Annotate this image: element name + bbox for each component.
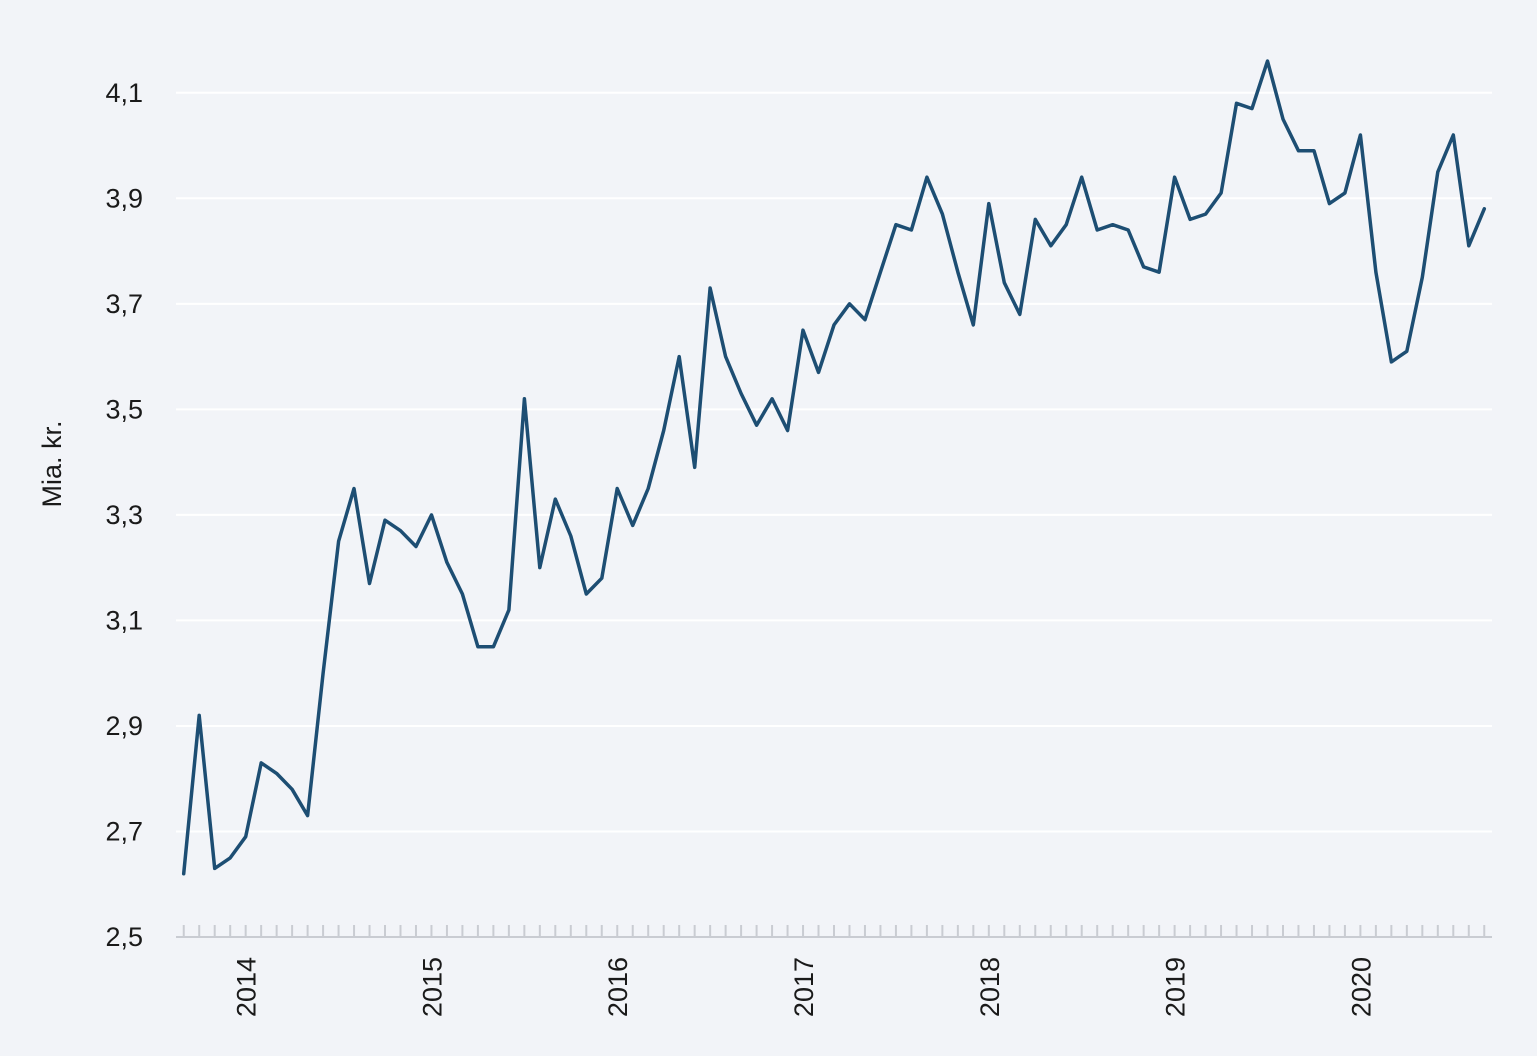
y-tick-label: 3,5 (105, 394, 143, 424)
y-tick-label: 3,1 (105, 605, 143, 635)
y-axis-title: Mia. kr. (37, 420, 67, 507)
y-tick-label: 3,9 (105, 183, 143, 213)
y-axis: 2,5 2,7 2,9 3,1 3,3 3,5 3,7 3,9 4,1 (105, 78, 143, 952)
gridlines (176, 91, 1492, 833)
x-tick-label: 2017 (789, 957, 819, 1017)
x-tick-label: 2018 (975, 957, 1005, 1017)
y-tick-label: 3,7 (105, 289, 143, 319)
y-tick-label: 4,1 (105, 78, 143, 108)
x-tick-label: 2015 (417, 957, 447, 1017)
y-tick-label: 3,3 (105, 500, 143, 530)
x-tick-label: 2014 (232, 957, 262, 1017)
y-tick-label: 2,7 (105, 816, 143, 846)
x-axis (176, 925, 1492, 938)
series-line (181, 59, 1487, 876)
series-layer (181, 59, 1487, 876)
x-axis-labels: 2014 2015 2016 2017 2018 2019 2020 (232, 957, 1377, 1017)
y-tick-label: 2,5 (105, 922, 143, 952)
x-tick-label: 2019 (1161, 957, 1191, 1017)
x-tick-label: 2016 (603, 957, 633, 1017)
x-tick-label: 2020 (1346, 957, 1376, 1017)
y-tick-label: 2,9 (105, 711, 143, 741)
